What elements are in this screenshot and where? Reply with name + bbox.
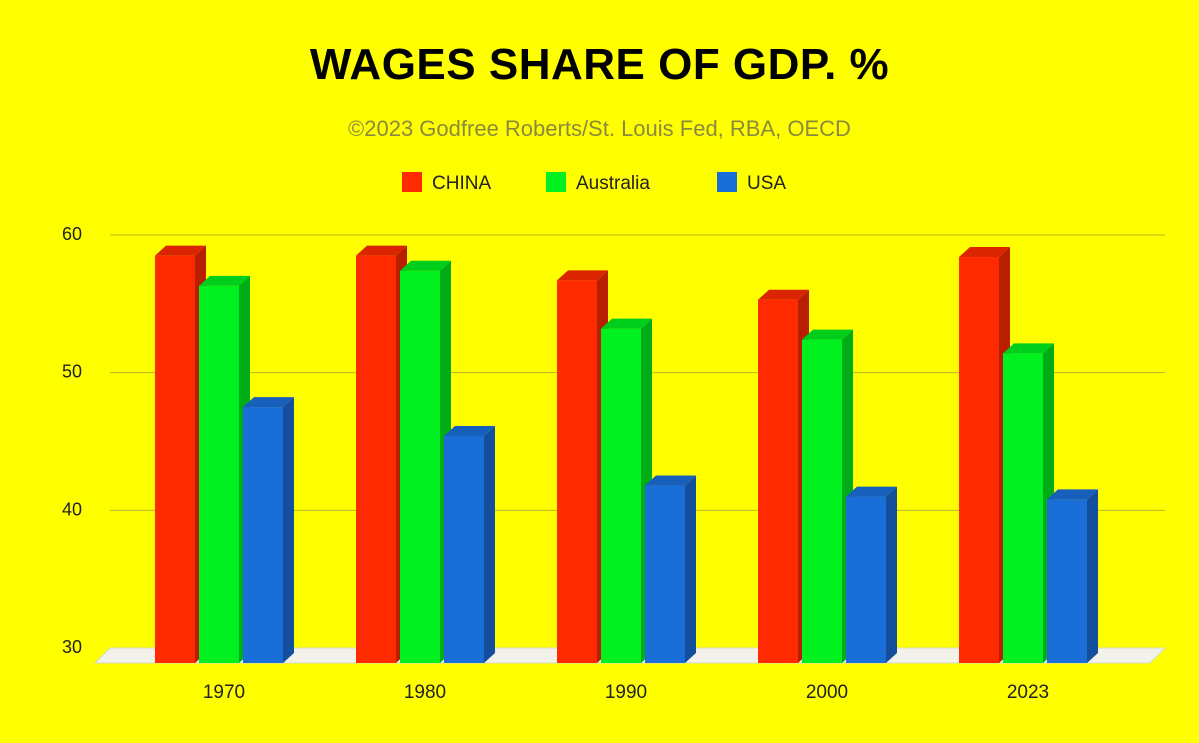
bar	[1003, 353, 1043, 663]
bar	[400, 270, 440, 663]
bar-top	[1047, 489, 1098, 500]
bar	[444, 435, 484, 663]
y-tick-label: 60	[62, 224, 82, 244]
x-tick-label: 1980	[404, 682, 446, 703]
legend-swatch	[717, 172, 737, 192]
bar-top	[601, 318, 652, 329]
bar	[802, 339, 842, 663]
x-tick-label: 1990	[605, 682, 647, 703]
legend-label: Australia	[576, 173, 650, 194]
bar	[758, 299, 798, 663]
bar	[356, 255, 396, 663]
bar-side	[685, 475, 696, 663]
bar-side	[886, 486, 897, 663]
bar-top	[400, 260, 451, 271]
legend-swatch	[546, 172, 566, 192]
bar	[243, 407, 283, 663]
x-tick-label: 2023	[1007, 682, 1049, 703]
bar-top	[758, 289, 809, 300]
bar-side	[1087, 489, 1098, 663]
bar-top	[846, 486, 897, 497]
bar-top	[802, 329, 853, 340]
bar	[1047, 499, 1087, 663]
bar-top	[1003, 343, 1054, 354]
bar-top	[557, 270, 608, 281]
bar	[601, 328, 641, 663]
bar-top	[243, 397, 294, 408]
chart-title: WAGES SHARE OF GDP. %	[309, 40, 890, 89]
bar-top	[959, 247, 1010, 258]
bar-side	[283, 397, 294, 663]
x-tick-label: 1970	[203, 682, 245, 703]
bar-top	[199, 275, 250, 286]
y-tick-label: 50	[62, 362, 82, 382]
y-tick-label: 30	[62, 637, 82, 657]
bar-top	[155, 245, 206, 256]
bar	[846, 496, 886, 663]
bar-top	[645, 475, 696, 486]
chart-subtitle: ©2023 Godfree Roberts/St. Louis Fed, RBA…	[348, 116, 851, 141]
bar	[645, 485, 685, 663]
bar	[155, 255, 195, 663]
bar	[199, 285, 239, 663]
legend-swatch	[402, 172, 422, 192]
legend-label: CHINA	[432, 173, 491, 194]
bar-top	[356, 245, 407, 256]
bar-top	[444, 425, 495, 436]
x-tick-label: 2000	[806, 682, 848, 703]
bar	[557, 280, 597, 663]
y-tick-label: 40	[62, 499, 82, 519]
bar	[959, 257, 999, 663]
bar-side	[484, 425, 495, 663]
legend-label: USA	[747, 173, 786, 194]
